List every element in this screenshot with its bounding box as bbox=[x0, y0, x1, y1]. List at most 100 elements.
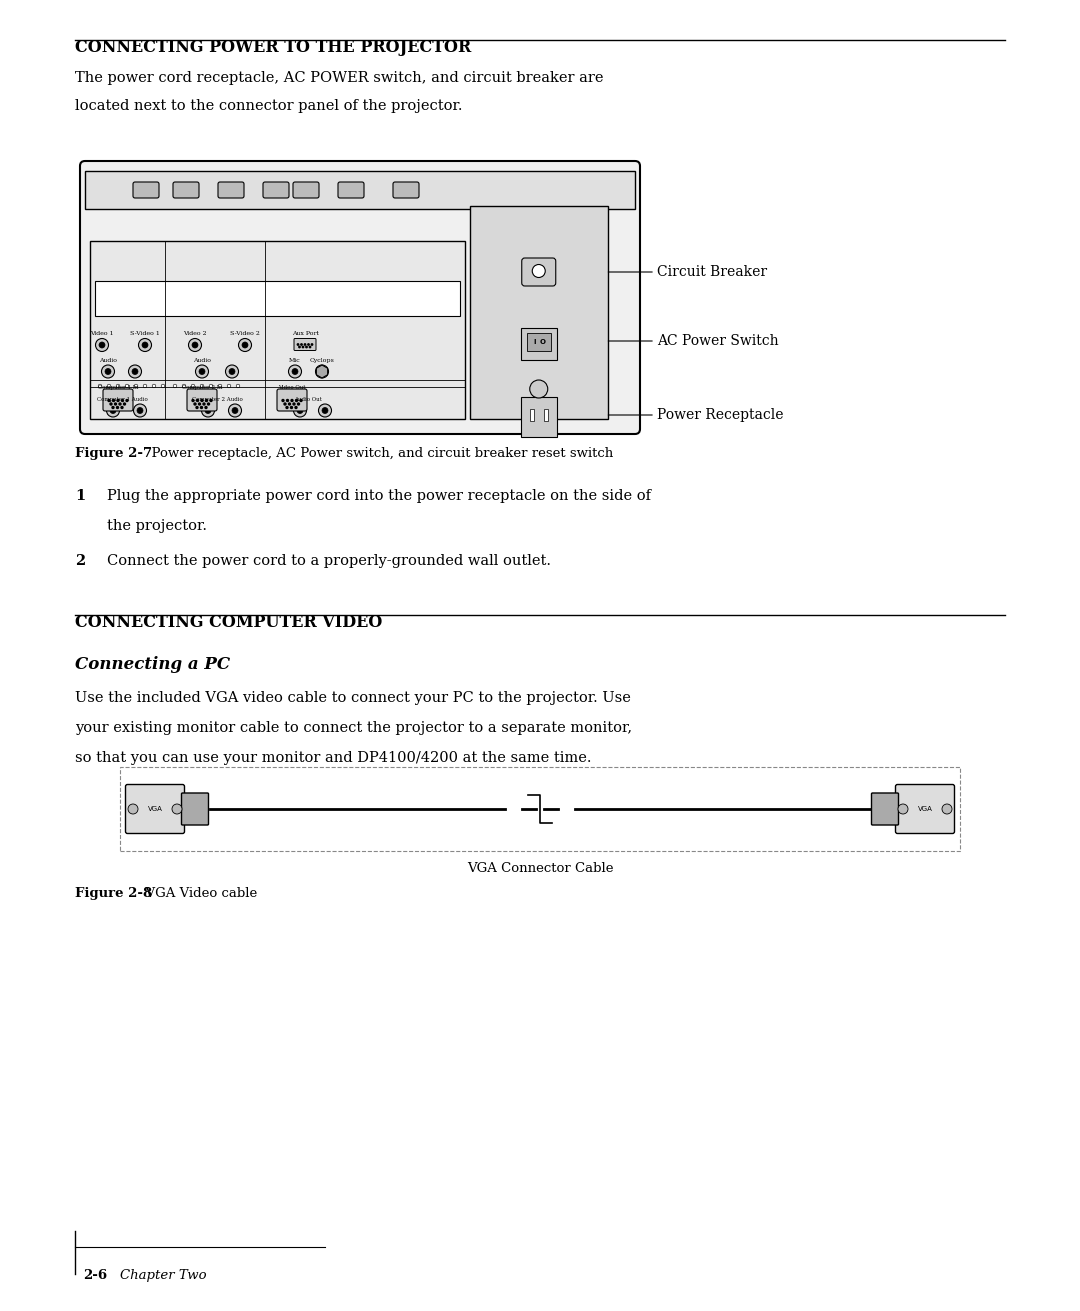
Bar bbox=[521, 397, 557, 437]
Circle shape bbox=[112, 406, 114, 409]
Circle shape bbox=[286, 406, 288, 409]
Circle shape bbox=[107, 404, 120, 417]
Text: 2-6: 2-6 bbox=[83, 1269, 107, 1282]
FancyBboxPatch shape bbox=[264, 182, 289, 198]
Circle shape bbox=[319, 368, 325, 375]
Circle shape bbox=[297, 408, 303, 413]
Circle shape bbox=[137, 408, 143, 413]
Text: your existing monitor cable to connect the projector to a separate monitor,: your existing monitor cable to connect t… bbox=[75, 721, 632, 735]
Text: Video Out: Video Out bbox=[279, 385, 306, 389]
Circle shape bbox=[117, 400, 119, 401]
FancyBboxPatch shape bbox=[895, 784, 955, 834]
Circle shape bbox=[296, 400, 297, 401]
Circle shape bbox=[227, 384, 231, 388]
FancyBboxPatch shape bbox=[181, 793, 208, 825]
Circle shape bbox=[293, 402, 295, 405]
Circle shape bbox=[288, 364, 301, 378]
Circle shape bbox=[129, 364, 141, 378]
Text: Connect the power cord to a properly-grounded wall outlet.: Connect the power cord to a properly-gro… bbox=[107, 555, 551, 568]
Text: Video 2: Video 2 bbox=[184, 330, 206, 336]
Circle shape bbox=[295, 406, 297, 409]
Bar bbox=[521, 328, 557, 361]
Circle shape bbox=[195, 364, 208, 378]
Circle shape bbox=[197, 400, 199, 401]
Circle shape bbox=[199, 368, 205, 375]
Circle shape bbox=[134, 404, 147, 417]
Circle shape bbox=[152, 384, 156, 388]
Circle shape bbox=[114, 402, 117, 405]
Circle shape bbox=[239, 338, 252, 351]
Text: The power cord receptacle, AC POWER switch, and circuit breaker are: The power cord receptacle, AC POWER swit… bbox=[75, 71, 604, 85]
Bar bbox=[85, 170, 635, 208]
Circle shape bbox=[201, 400, 203, 401]
Circle shape bbox=[242, 342, 248, 347]
Bar bbox=[95, 281, 460, 316]
Text: 2: 2 bbox=[75, 555, 85, 568]
Text: located next to the connector panel of the projector.: located next to the connector panel of t… bbox=[75, 100, 462, 113]
Circle shape bbox=[282, 400, 284, 401]
Circle shape bbox=[122, 400, 123, 401]
Circle shape bbox=[144, 384, 147, 388]
Text: Computer 1 In: Computer 1 In bbox=[98, 385, 138, 389]
Circle shape bbox=[191, 384, 194, 388]
Text: Audio: Audio bbox=[193, 358, 211, 363]
Circle shape bbox=[299, 346, 300, 347]
Circle shape bbox=[121, 406, 123, 409]
Circle shape bbox=[218, 384, 221, 388]
Circle shape bbox=[205, 406, 207, 409]
Text: VGA Connector Cable: VGA Connector Cable bbox=[467, 863, 613, 874]
Circle shape bbox=[110, 408, 116, 413]
Circle shape bbox=[210, 400, 212, 401]
Text: Computer 2 Audio: Computer 2 Audio bbox=[191, 397, 242, 402]
Circle shape bbox=[291, 400, 293, 401]
Circle shape bbox=[112, 400, 114, 401]
Text: AC Power Switch: AC Power Switch bbox=[657, 334, 779, 347]
Circle shape bbox=[232, 408, 238, 413]
FancyBboxPatch shape bbox=[80, 161, 640, 434]
Text: VGA: VGA bbox=[918, 806, 932, 812]
FancyBboxPatch shape bbox=[294, 338, 316, 350]
Text: VGA Video cable: VGA Video cable bbox=[137, 888, 257, 899]
Circle shape bbox=[286, 400, 288, 401]
Circle shape bbox=[192, 400, 194, 401]
Text: O: O bbox=[540, 340, 545, 345]
Circle shape bbox=[134, 384, 138, 388]
Circle shape bbox=[107, 384, 111, 388]
FancyBboxPatch shape bbox=[338, 182, 364, 198]
Text: Mic: Mic bbox=[289, 358, 301, 363]
Circle shape bbox=[288, 402, 291, 405]
Text: Connecting a PC: Connecting a PC bbox=[75, 656, 230, 673]
Circle shape bbox=[207, 402, 210, 405]
Circle shape bbox=[311, 343, 313, 345]
Text: Aux Port: Aux Port bbox=[292, 330, 319, 336]
Circle shape bbox=[942, 804, 951, 814]
Circle shape bbox=[199, 402, 201, 405]
Circle shape bbox=[138, 338, 151, 351]
Circle shape bbox=[297, 343, 299, 345]
Circle shape bbox=[291, 406, 293, 409]
Circle shape bbox=[173, 384, 177, 388]
Circle shape bbox=[99, 342, 105, 347]
Circle shape bbox=[297, 402, 299, 405]
Text: so that you can use your monitor and DP4100/4200 at the same time.: so that you can use your monitor and DP4… bbox=[75, 751, 592, 766]
Circle shape bbox=[210, 384, 213, 388]
FancyBboxPatch shape bbox=[872, 793, 899, 825]
Circle shape bbox=[530, 380, 548, 399]
Circle shape bbox=[126, 400, 129, 401]
Text: S-Video 2: S-Video 2 bbox=[230, 330, 260, 336]
Circle shape bbox=[117, 406, 119, 409]
Circle shape bbox=[319, 404, 332, 417]
Circle shape bbox=[102, 364, 114, 378]
Text: Circuit Breaker: Circuit Breaker bbox=[657, 265, 767, 279]
Circle shape bbox=[306, 346, 307, 347]
Circle shape bbox=[322, 408, 328, 413]
Circle shape bbox=[315, 364, 328, 378]
Text: Video 1: Video 1 bbox=[91, 330, 113, 336]
Circle shape bbox=[292, 368, 298, 375]
Circle shape bbox=[161, 384, 165, 388]
Circle shape bbox=[226, 364, 239, 378]
FancyBboxPatch shape bbox=[187, 389, 217, 412]
Text: Audio Out: Audio Out bbox=[294, 397, 322, 402]
Circle shape bbox=[117, 384, 120, 388]
Bar bbox=[527, 333, 551, 351]
